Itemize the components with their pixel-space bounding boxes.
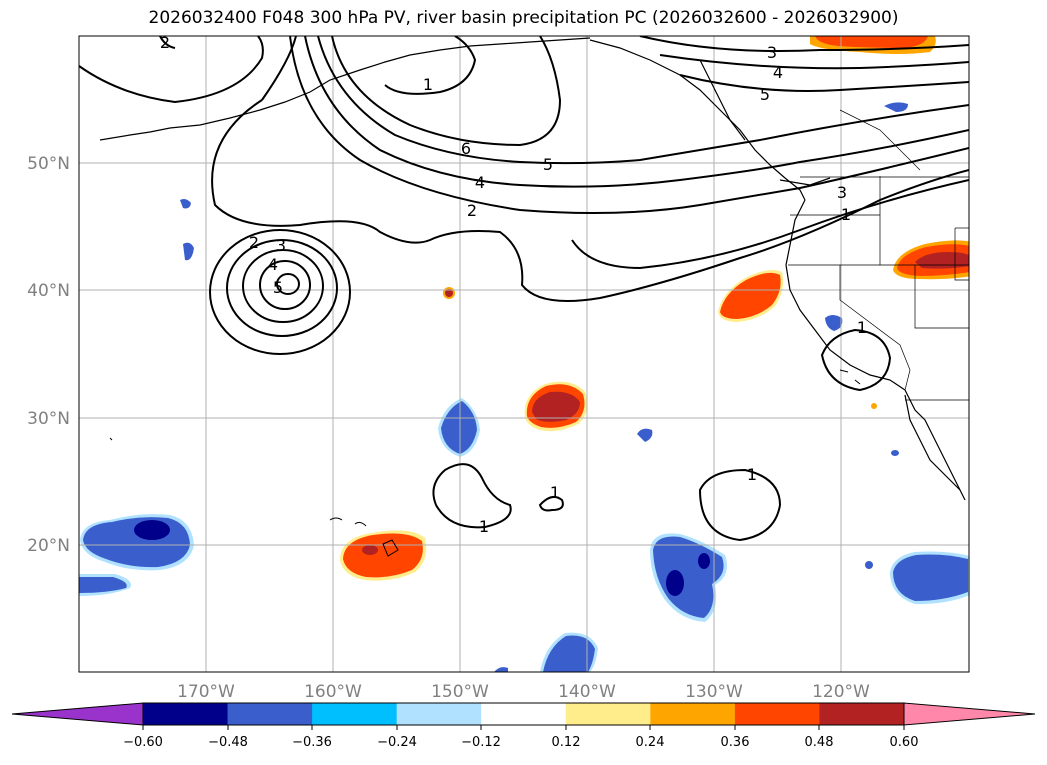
map-frame (78, 35, 970, 673)
lon-label: 130°W (685, 682, 743, 702)
colorbar-cells (143, 703, 905, 725)
contour-label: 4 (475, 173, 485, 192)
precip-negative-west (80, 514, 194, 571)
precip-negative-central (438, 102, 908, 569)
precip-shading (79, 36, 969, 672)
contour-label: 1 (841, 205, 851, 224)
precip-positive-ne-corner (810, 36, 936, 54)
lat-label: 50°N (27, 154, 70, 174)
lat-labels: 50°N 40°N 30°N 20°N (27, 154, 70, 556)
contour-label: 1 (550, 483, 560, 502)
precip-negative-south (650, 533, 728, 622)
precip-positive-oregon (718, 270, 784, 322)
precip-negative-far-west (79, 574, 131, 596)
colorbar-cell (227, 703, 313, 725)
colorbar-cell (143, 703, 229, 725)
contour-label: 3 (767, 43, 777, 62)
contour-label: 1 (479, 517, 489, 536)
colorbar-tick-label: −0.36 (292, 735, 332, 750)
colorbar-ticks (142, 725, 905, 730)
contour-label: 1 (857, 318, 867, 337)
map-title: 2026032400 F048 300 hPa PV, river basin … (148, 8, 899, 28)
lon-label: 120°W (812, 682, 870, 702)
islands (109, 369, 861, 557)
colorbar-tick-label: 0.12 (552, 735, 581, 750)
precip-positive-idaho (893, 240, 969, 280)
contour-label: 2 (160, 33, 170, 52)
lon-label: 170°W (177, 682, 235, 702)
pv-contour-labels: 2 1 3 4 5 6 5 4 2 2 3 4 5 3 1 1 1 1 1 (160, 33, 867, 536)
contour-label: 1 (423, 75, 433, 94)
lat-label: 20°N (27, 536, 70, 556)
contour-label: 4 (268, 255, 278, 274)
colorbar-tick-label: −0.24 (377, 735, 417, 750)
contour-label: 3 (276, 236, 286, 255)
colorbar-tick-label: −0.60 (123, 735, 163, 750)
pv-contours (79, 36, 969, 542)
colorbar-tick-label: 0.36 (721, 735, 750, 750)
precip-negative-bottom (494, 632, 598, 672)
contour-label: 6 (461, 139, 471, 158)
colorbar-cell (396, 703, 482, 725)
colorbar-cell (734, 703, 820, 725)
contour-label: 2 (467, 201, 477, 220)
colorbar-outline (142, 702, 905, 726)
lon-labels: 170°W 160°W 150°W 140°W 130°W 120°W (177, 682, 870, 702)
colorbar-cell (312, 703, 398, 725)
colorbar: −0.60 −0.48 −0.36 −0.24 −0.12 0.12 0.24 … (11, 702, 1036, 750)
lat-label: 40°N (27, 281, 70, 301)
contour-label: 3 (837, 183, 847, 202)
colorbar-cell (819, 703, 905, 725)
lon-label: 160°W (304, 682, 362, 702)
colorbar-tick-label: 0.24 (636, 735, 665, 750)
lat-label: 30°N (27, 409, 70, 429)
lon-label: 140°W (558, 682, 616, 702)
colorbar-extend-high (903, 702, 1036, 726)
coastlines (99, 37, 966, 501)
contour-label: 5 (543, 155, 553, 174)
colorbar-tick-label: −0.48 (208, 735, 248, 750)
colorbar-cell (481, 703, 567, 725)
colorbar-tick-label: 0.60 (890, 735, 919, 750)
contour-label: 5 (760, 85, 770, 104)
precip-positive-central-pacific (524, 381, 588, 432)
state-borders (788, 109, 969, 401)
colorbar-tick-labels: −0.60 −0.48 −0.36 −0.24 −0.12 0.12 0.24 … (123, 735, 918, 750)
contour-label: 2 (249, 233, 259, 252)
precip-positive-hawaii (340, 530, 427, 581)
contour-label: 4 (773, 63, 783, 82)
colorbar-extend-low (11, 702, 144, 726)
precip-negative-small-west (180, 199, 194, 261)
colorbar-cell (565, 703, 651, 725)
colorbar-cell (650, 703, 736, 725)
colorbar-tick-label: 0.48 (805, 735, 834, 750)
lon-label: 150°W (431, 682, 489, 702)
precip-positive-small (443, 287, 877, 409)
precip-negative-southeast (890, 551, 969, 605)
colorbar-tick-label: −0.12 (461, 735, 501, 750)
contour-label: 5 (273, 278, 283, 297)
contour-label: 1 (747, 465, 757, 484)
